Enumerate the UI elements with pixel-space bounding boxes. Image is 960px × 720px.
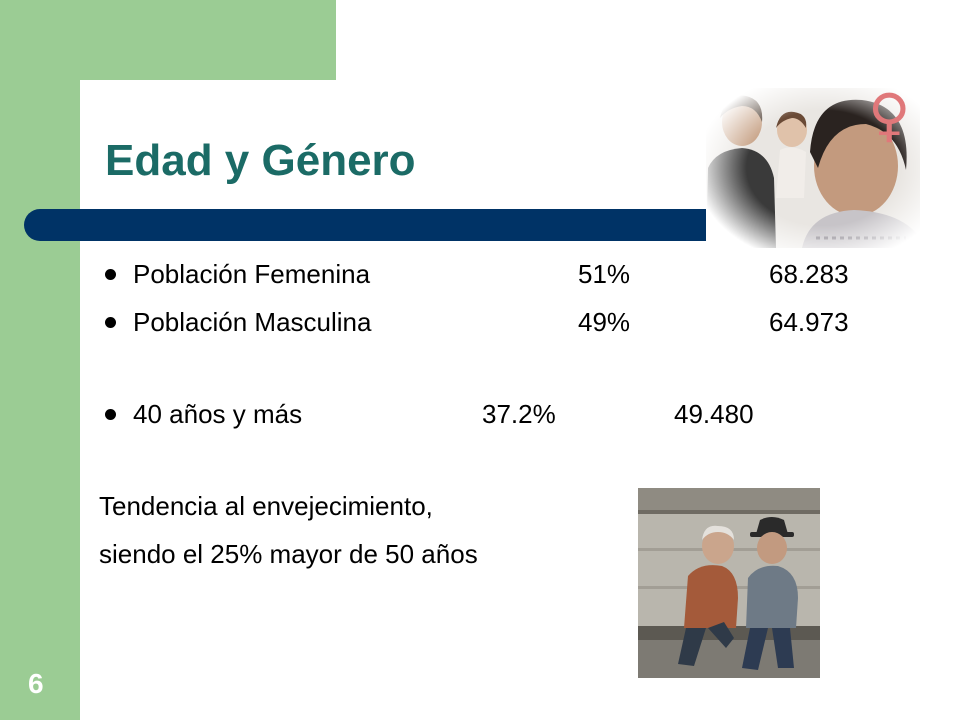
- trend-text-line-1: Tendencia al envejecimiento,: [99, 491, 433, 521]
- slide-number: 6: [28, 668, 44, 699]
- stat-count: 64.973: [769, 307, 849, 337]
- elderly-men-photo: [638, 488, 820, 678]
- bullet-icon: [105, 409, 116, 420]
- stat-percent: 37.2%: [482, 399, 556, 429]
- left-green-strip: [0, 0, 80, 720]
- women-photo: [706, 88, 920, 248]
- female-symbol-icon: ♀: [868, 81, 911, 149]
- slide-title: Edad y Género: [105, 136, 416, 185]
- stat-percent: 51%: [578, 259, 631, 289]
- stat-count: 49.480: [674, 399, 754, 429]
- stat-label: 40 años y más: [133, 399, 303, 429]
- stat-label: Población Femenina: [133, 259, 371, 289]
- stat-label: Población Masculina: [133, 307, 372, 337]
- stat-count: 68.283: [769, 259, 849, 289]
- bullet-icon: [105, 269, 116, 280]
- top-green-block: [0, 0, 336, 80]
- title-underline-bar: [24, 209, 724, 241]
- bullet-icon: [105, 317, 116, 328]
- trend-text-line-2: siendo el 25% mayor de 50 años: [99, 539, 478, 569]
- stat-percent: 49%: [578, 307, 631, 337]
